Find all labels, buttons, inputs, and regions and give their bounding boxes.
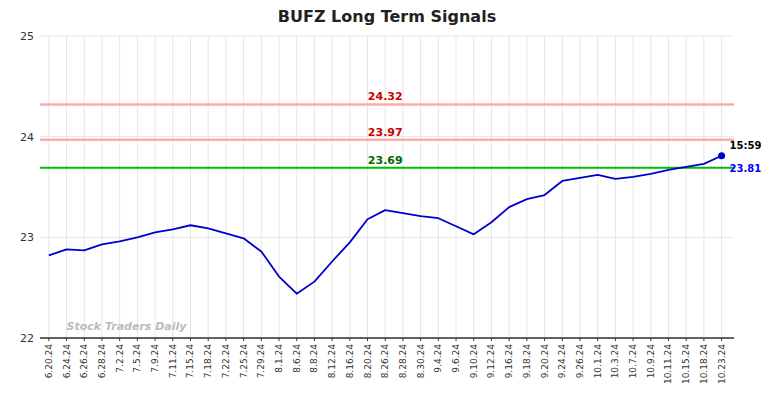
grid-line-x <box>208 36 209 338</box>
signal-line <box>40 138 734 141</box>
grid-line-x <box>526 36 527 338</box>
grid-line-x <box>491 36 492 338</box>
grid-line-x <box>703 36 704 338</box>
grid-line-x <box>84 36 85 338</box>
grid-line-x <box>509 36 510 338</box>
x-tick-label: 10.9.24 <box>646 344 656 379</box>
x-tick-label: 7.9.24 <box>150 344 160 373</box>
x-tick-label: 8.8.24 <box>309 344 319 373</box>
x-tick-label: 8.28.24 <box>398 344 408 379</box>
grid-line-x <box>650 36 651 338</box>
x-tick-label: 10.18.24 <box>699 344 709 384</box>
x-tick-label: 6.26.24 <box>79 344 89 379</box>
x-tick-label: 10.3.24 <box>610 344 620 379</box>
x-tick-label: 9.4.24 <box>433 344 443 373</box>
price-line <box>49 156 722 294</box>
grid-line-x <box>349 36 350 338</box>
x-tick-label: 7.29.24 <box>256 344 266 379</box>
grid-line-x <box>279 36 280 338</box>
grid-line-x <box>137 36 138 338</box>
x-tick-label: 8.26.24 <box>380 344 390 379</box>
chart: 22 23 24 25 6.20.24 6.24.24 6.26.24 6.28.24 7.2.… <box>0 0 784 398</box>
last-point <box>718 152 725 159</box>
signal-label: 23.69 <box>368 154 403 167</box>
x-tick-label: 9.20.24 <box>540 344 550 379</box>
x-tick-label: 8.6.24 <box>292 344 302 373</box>
x-tick-label: 8.20.24 <box>363 344 373 379</box>
y-tick-label: 24 <box>20 131 34 144</box>
grid-line-x <box>385 36 386 338</box>
grid-line-x <box>686 36 687 338</box>
x-tick-label: 8.16.24 <box>345 344 355 379</box>
x-tick-label: 8.30.24 <box>416 344 426 379</box>
grid-line-x <box>615 36 616 338</box>
signal-line <box>40 167 734 169</box>
grid-line-x <box>597 36 598 338</box>
grid-line-y <box>40 237 734 238</box>
grid-line-x <box>367 36 368 338</box>
x-tick-label: 7.25.24 <box>239 344 249 379</box>
y-tick-label: 25 <box>20 30 34 43</box>
plot-area <box>40 104 734 293</box>
grid-line-x <box>473 36 474 338</box>
x-tick-label: 10.1.24 <box>593 344 603 379</box>
x-tick-label: 6.28.24 <box>97 344 107 379</box>
x-axis <box>40 337 734 339</box>
grid-line-x <box>314 36 315 338</box>
x-tick-label: 9.18.24 <box>522 344 532 379</box>
grid-line-x <box>420 36 421 338</box>
grid-line-x <box>668 36 669 338</box>
x-tick-label: 10.11.24 <box>663 344 673 384</box>
grid-line-x <box>172 36 173 338</box>
grid-line-x <box>225 36 226 338</box>
grid-line-x <box>562 36 563 338</box>
x-tick-label: 6.24.24 <box>62 344 72 379</box>
grid-line-x <box>101 36 102 338</box>
grid-line-x <box>155 36 156 338</box>
x-tick-label: 7.18.24 <box>203 344 213 379</box>
x-tick-label: 10.23.24 <box>717 344 727 384</box>
x-tick-label: 7.15.24 <box>185 344 195 379</box>
grid-line-x <box>456 36 457 338</box>
x-tick-label: 9.26.24 <box>575 344 585 379</box>
grid-line-x <box>721 36 722 338</box>
grid-line-y <box>40 338 734 339</box>
x-tick-label: 7.2.24 <box>115 344 125 373</box>
title: BUFZ Long Term Signals <box>278 7 496 26</box>
signal-label: 24.32 <box>368 90 403 103</box>
grid-line-x <box>438 36 439 338</box>
x-tick-label: 10.15.24 <box>681 344 691 384</box>
grid-line-x <box>402 36 403 338</box>
y-tick-label: 22 <box>20 332 34 345</box>
grid-line-x <box>544 36 545 338</box>
grid-line-y <box>40 36 734 37</box>
x-tick-label: 9.24.24 <box>557 344 567 379</box>
grid-line-x <box>579 36 580 338</box>
grid-line-x <box>119 36 120 338</box>
y-tick-label: 23 <box>20 231 34 244</box>
annotation-price: 23.81 <box>730 163 762 174</box>
x-tick-label: 9.12.24 <box>486 344 496 379</box>
x-tick-label: 10.7.24 <box>628 344 638 379</box>
grid-line-x <box>243 36 244 338</box>
x-tick-label: 7.11.24 <box>168 344 178 379</box>
x-tick-label: 7.22.24 <box>221 344 231 379</box>
x-tick-label: 8.1.24 <box>274 344 284 373</box>
signal-label: 23.97 <box>368 126 403 139</box>
x-tick-label: 8.12.24 <box>327 344 337 379</box>
grid-line-x <box>633 36 634 338</box>
grid-line-x <box>66 36 67 338</box>
x-tick-label: 9.10.24 <box>469 344 479 379</box>
grid-line-x <box>190 36 191 338</box>
x-tick-label: 6.20.24 <box>44 344 54 379</box>
x-tick-label: 9.16.24 <box>504 344 514 379</box>
grid-line-x <box>48 36 49 338</box>
x-tick-label: 7.5.24 <box>132 344 142 373</box>
annotation-time: 15:59 <box>730 140 762 151</box>
watermark: Stock Traders Daily <box>67 320 188 333</box>
grid-line-x <box>332 36 333 338</box>
signal-line <box>40 103 734 106</box>
grid-line-x <box>261 36 262 338</box>
x-tick-label: 9.6.24 <box>451 344 461 373</box>
